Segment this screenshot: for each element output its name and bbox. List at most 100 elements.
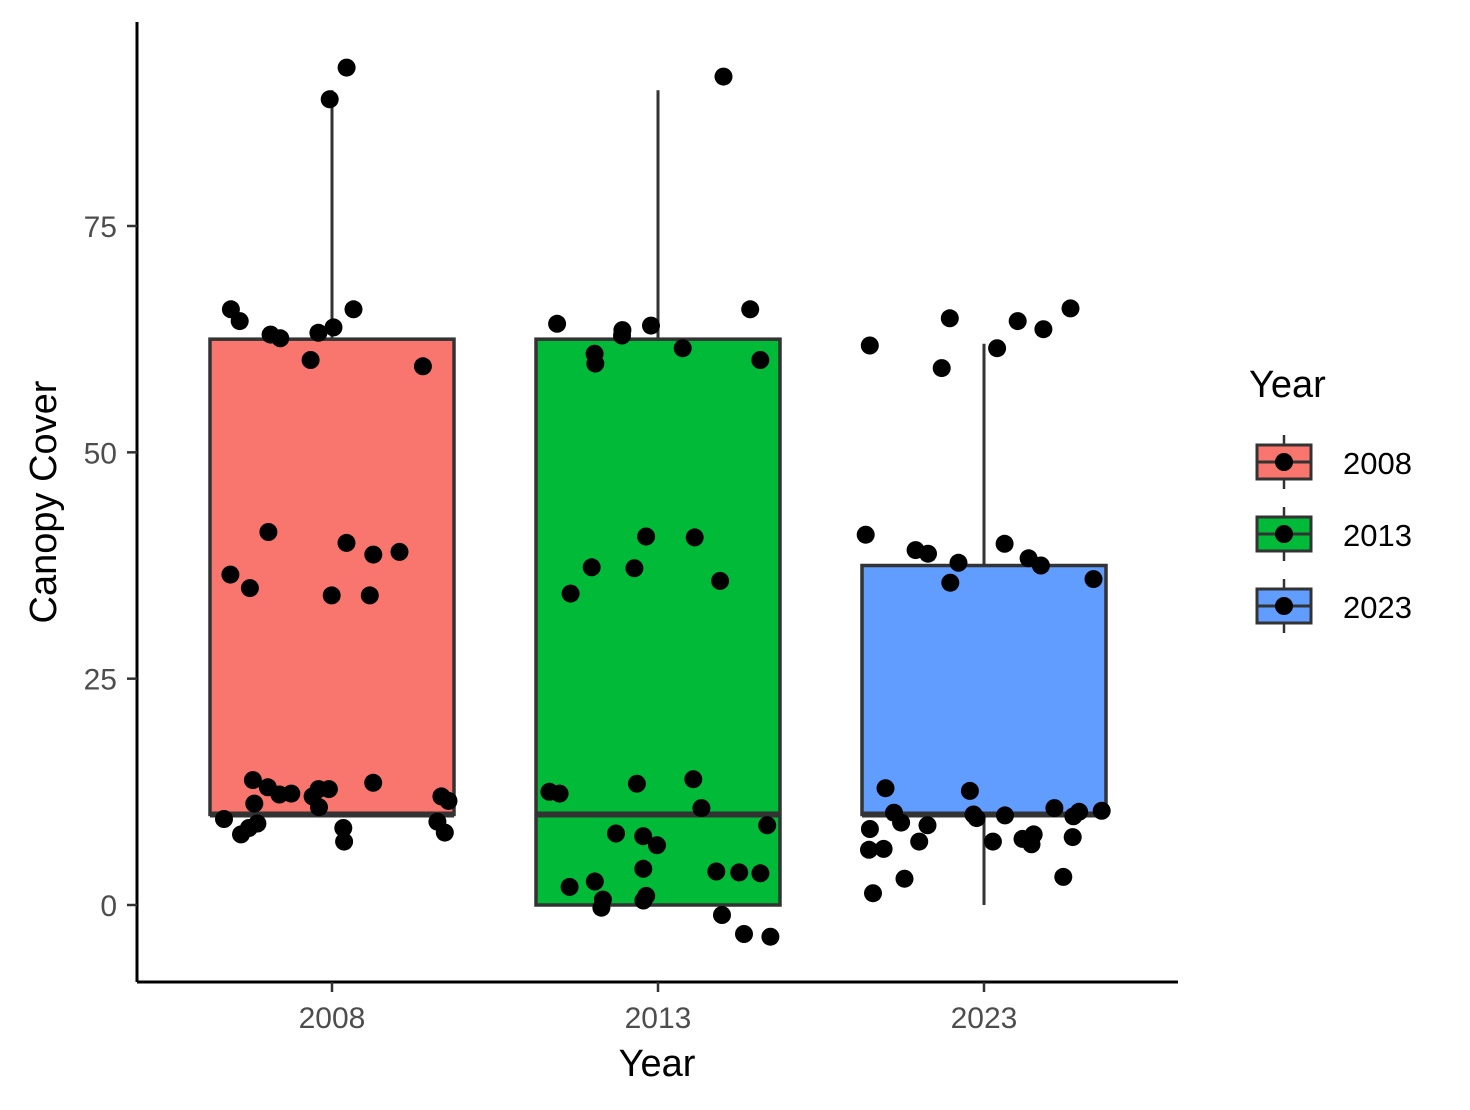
- data-point: [895, 869, 914, 888]
- data-point: [730, 863, 749, 882]
- data-point: [919, 544, 937, 563]
- data-point: [856, 525, 875, 544]
- box-2013: [534, 90, 782, 907]
- data-point: [648, 836, 666, 855]
- data-point: [582, 558, 601, 577]
- data-point: [1084, 570, 1103, 589]
- data-point: [324, 318, 343, 337]
- box-2023: [860, 343, 1108, 905]
- data-point: [707, 862, 726, 881]
- data-point: [637, 527, 656, 546]
- data-point: [435, 823, 454, 842]
- data-point: [713, 906, 731, 924]
- data-point: [215, 810, 233, 828]
- data-point: [932, 359, 951, 378]
- data-point: [439, 791, 458, 810]
- data-point: [864, 884, 882, 903]
- legend-key-point: [1275, 525, 1293, 543]
- data-point: [625, 559, 644, 578]
- data-point: [337, 533, 356, 552]
- data-point: [360, 586, 379, 605]
- x-tick-label: 2023: [951, 1002, 1018, 1035]
- y-axis-title: Canopy Cover: [23, 380, 65, 623]
- data-point: [239, 819, 258, 837]
- box-2008: [208, 90, 456, 818]
- data-point: [1070, 802, 1089, 821]
- data-point: [258, 778, 277, 797]
- data-point: [309, 323, 328, 342]
- data-point: [337, 58, 356, 77]
- data-point: [741, 300, 760, 319]
- data-point: [876, 779, 895, 798]
- data-point: [761, 927, 780, 946]
- legend: Year 2008 2013 2023: [1249, 364, 1412, 633]
- data-point: [310, 798, 328, 817]
- data-point: [918, 816, 937, 835]
- legend-item-2008: 2008: [1255, 435, 1412, 489]
- data-point: [634, 891, 653, 910]
- data-point: [642, 316, 660, 335]
- data-point: [259, 523, 278, 541]
- data-point: [892, 813, 911, 832]
- data-point: [860, 840, 878, 859]
- data-point: [996, 806, 1014, 825]
- data-point: [364, 545, 383, 564]
- legend-label: 2008: [1343, 446, 1412, 481]
- data-point: [344, 300, 363, 319]
- data-point: [364, 773, 383, 792]
- data-point: [988, 339, 1007, 358]
- data-point: [413, 357, 432, 376]
- box-body: [534, 337, 782, 907]
- legend-label: 2013: [1343, 518, 1412, 553]
- data-point: [758, 816, 777, 835]
- x-tick-label: 2013: [625, 1002, 692, 1035]
- data-point: [282, 784, 301, 803]
- y-tick-label: 0: [100, 890, 117, 923]
- data-point: [613, 326, 631, 345]
- data-point: [335, 832, 354, 851]
- y-tick-label: 75: [84, 211, 117, 244]
- data-point: [1034, 320, 1053, 339]
- data-point: [860, 820, 879, 838]
- data-point: [860, 336, 879, 355]
- x-axis-title: Year: [619, 1043, 696, 1085]
- data-point: [960, 781, 979, 800]
- data-point: [634, 859, 653, 878]
- data-point: [322, 586, 341, 605]
- data-point: [627, 774, 646, 793]
- data-point: [995, 534, 1014, 553]
- box-body: [208, 337, 456, 817]
- data-point: [221, 300, 240, 319]
- ticks-layer: 0 25 50 75 2008 2013 2023: [84, 211, 1018, 1035]
- legend-title: Year: [1249, 364, 1326, 406]
- data-point: [593, 890, 612, 909]
- data-point: [1054, 867, 1073, 886]
- data-point: [1013, 829, 1032, 848]
- legend-item-2023: 2023: [1255, 579, 1412, 633]
- data-point: [685, 528, 704, 547]
- data-point: [245, 794, 264, 813]
- data-point: [1092, 801, 1111, 820]
- data-point: [711, 571, 730, 590]
- data-point: [910, 832, 929, 851]
- data-point: [301, 351, 320, 369]
- legend-key-point: [1275, 597, 1293, 615]
- data-point: [967, 809, 986, 828]
- data-point: [673, 339, 692, 358]
- legend-item-2013: 2013: [1255, 507, 1412, 561]
- data-point: [585, 872, 604, 891]
- legend-label: 2023: [1343, 590, 1412, 625]
- data-point: [548, 314, 567, 333]
- data-point: [334, 819, 353, 837]
- data-point: [949, 553, 968, 572]
- data-point: [585, 344, 604, 363]
- data-point: [751, 351, 770, 369]
- y-tick-label: 25: [84, 664, 117, 697]
- data-point: [874, 839, 893, 858]
- data-point: [1063, 828, 1082, 847]
- x-tick-label: 2008: [299, 1002, 366, 1035]
- y-tick-label: 50: [84, 437, 117, 470]
- data-point: [540, 782, 559, 801]
- data-point: [692, 799, 711, 818]
